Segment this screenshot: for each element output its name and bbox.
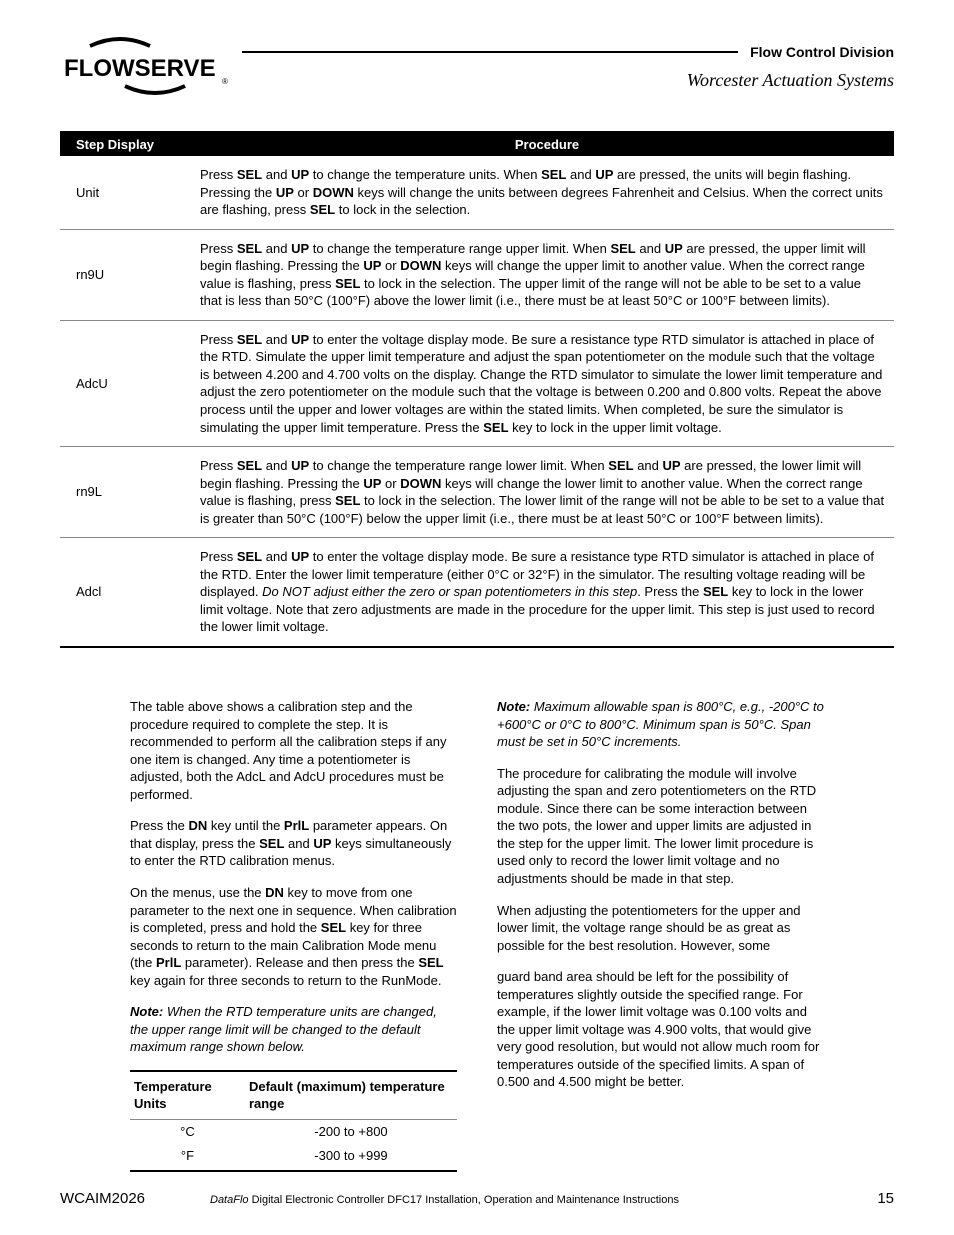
body-text: The procedure for calibrating the module… bbox=[497, 765, 824, 888]
table-row: °F-300 to +999 bbox=[130, 1144, 457, 1172]
division-label: Flow Control Division bbox=[750, 44, 894, 60]
units-cell: °F bbox=[130, 1144, 245, 1172]
note-text: Note: When the RTD temperature units are… bbox=[130, 1003, 457, 1056]
units-cell: -200 to +800 bbox=[245, 1119, 457, 1143]
note-body: When the RTD temperature units are chang… bbox=[130, 1004, 437, 1054]
procedure-cell: Press SEL and UP to change the temperatu… bbox=[200, 229, 894, 320]
units-header: Default (maximum) temperature range bbox=[245, 1071, 457, 1120]
page-number: 15 bbox=[877, 1190, 894, 1207]
body-text: guard band area should be left for the p… bbox=[497, 968, 824, 1091]
table-header-step: Step Display bbox=[60, 132, 200, 156]
procedure-cell: Press SEL and UP to enter the voltage di… bbox=[200, 538, 894, 647]
units-cell: -300 to +999 bbox=[245, 1144, 457, 1172]
step-cell: Adcl bbox=[60, 538, 200, 647]
units-header: Temperature Units bbox=[130, 1071, 245, 1120]
table-header-procedure: Procedure bbox=[200, 132, 894, 156]
doc-title-text: Digital Electronic Controller DFC17 Inst… bbox=[249, 1194, 679, 1206]
units-table: Temperature Units Default (maximum) temp… bbox=[130, 1070, 457, 1172]
right-column: Note: Maximum allowable span is 800°C, e… bbox=[497, 698, 824, 1172]
step-cell: rn9U bbox=[60, 229, 200, 320]
note-label: Note: bbox=[130, 1004, 163, 1019]
procedure-table: Step Display Procedure UnitPress SEL and… bbox=[60, 131, 894, 648]
procedure-cell: Press SEL and UP to change the temperatu… bbox=[200, 447, 894, 538]
body-text: When adjusting the potentiometers for th… bbox=[497, 902, 824, 955]
body-text: On the menus, use the DN key to move fro… bbox=[130, 884, 457, 989]
svg-text:®: ® bbox=[222, 77, 228, 86]
step-cell: AdcU bbox=[60, 320, 200, 446]
procedure-cell: Press SEL and UP to enter the voltage di… bbox=[200, 320, 894, 446]
flowserve-logo-icon: FLOWSERVE ® bbox=[60, 36, 230, 101]
svg-text:FLOWSERVE: FLOWSERVE bbox=[64, 55, 216, 82]
step-cell: rn9L bbox=[60, 447, 200, 538]
header-rule bbox=[242, 51, 738, 53]
note-label: Note: bbox=[497, 699, 530, 714]
doc-id: WCAIM2026 bbox=[60, 1190, 210, 1207]
page-footer: WCAIM2026 DataFlo Digital Electronic Con… bbox=[60, 1190, 894, 1207]
procedure-cell: Press SEL and UP to change the temperatu… bbox=[200, 156, 894, 229]
units-cell: °C bbox=[130, 1119, 245, 1143]
table-row: rn9LPress SEL and UP to change the tempe… bbox=[60, 447, 894, 538]
product-name: DataFlo bbox=[210, 1194, 249, 1206]
table-row: °C-200 to +800 bbox=[130, 1119, 457, 1143]
step-cell: Unit bbox=[60, 156, 200, 229]
note-text: Note: Maximum allowable span is 800°C, e… bbox=[497, 698, 824, 751]
body-text: The table above shows a calibration step… bbox=[130, 698, 457, 803]
doc-title: DataFlo Digital Electronic Controller DF… bbox=[210, 1194, 877, 1206]
note-body: Maximum allowable span is 800°C, e.g., -… bbox=[497, 699, 824, 749]
subtitle-label: Worcester Actuation Systems bbox=[242, 70, 894, 91]
table-row: AdcUPress SEL and UP to enter the voltag… bbox=[60, 320, 894, 446]
table-row: rn9UPress SEL and UP to change the tempe… bbox=[60, 229, 894, 320]
page-header: FLOWSERVE ® Flow Control Division Worces… bbox=[60, 36, 894, 101]
table-row: AdclPress SEL and UP to enter the voltag… bbox=[60, 538, 894, 647]
left-column: The table above shows a calibration step… bbox=[130, 698, 457, 1172]
table-row: UnitPress SEL and UP to change the tempe… bbox=[60, 156, 894, 229]
body-text: Press the DN key until the PrlL paramete… bbox=[130, 817, 457, 870]
